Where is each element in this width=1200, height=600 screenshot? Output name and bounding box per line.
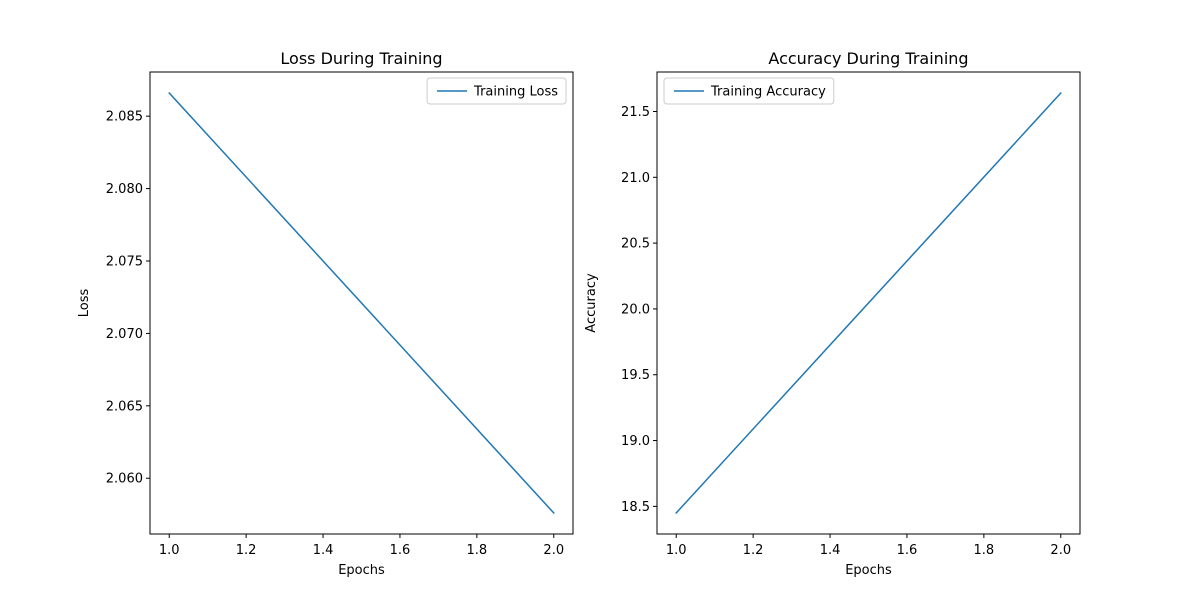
y-tick-label: 2.085 [106, 110, 143, 125]
axes-frame [149, 71, 574, 535]
x-tick-label: 1.6 [390, 543, 411, 558]
y-tick-label: 21.0 [621, 171, 650, 186]
y-axis-label: Loss [77, 289, 92, 318]
x-tick-label: 1.4 [313, 543, 334, 558]
series-line-1 [675, 92, 1062, 514]
x-axis-label: Epochs [845, 563, 892, 578]
y-tick-label: 2.065 [106, 399, 143, 414]
legend: Training Accuracy [663, 77, 835, 105]
x-axis: 1.0 1.2 1.4 1.6 1.8 2.0 Epochs [159, 534, 564, 578]
y-tick-label: 20.0 [621, 302, 650, 317]
y-tick-label: 18.5 [621, 500, 650, 515]
x-tick-label: 1.0 [159, 543, 180, 558]
x-axis: 1.0 1.2 1.4 1.6 1.8 2.0 Epochs [666, 534, 1071, 578]
y-tick-label: 19.0 [621, 434, 650, 449]
y-axis: 2.060 2.065 2.070 2.075 2.080 2.085 Loss [77, 110, 150, 487]
x-tick-label: 1.2 [236, 543, 257, 558]
x-tick-label: 2.0 [543, 543, 564, 558]
x-tick-label: 1.2 [743, 543, 764, 558]
chart-panel-2: Accuracy During Training 1.0 1.2 1.4 1.6 1.8 2… [584, 49, 1081, 578]
y-tick-label: 21.5 [621, 105, 650, 120]
legend-box [426, 77, 567, 105]
x-tick-label: 1.8 [974, 543, 995, 558]
y-tick-label: 19.5 [621, 368, 650, 383]
x-tick-label: 1.0 [666, 543, 687, 558]
x-axis-label: Epochs [338, 563, 385, 578]
series-line-1 [168, 91, 555, 515]
legend-box [663, 77, 835, 105]
legend-label: Training Accuracy [710, 85, 826, 100]
x-tick-label: 1.6 [897, 543, 918, 558]
y-axis-label: Accuracy [584, 273, 599, 333]
legend: Training Loss [426, 77, 567, 105]
x-tick-label: 2.0 [1050, 543, 1071, 558]
legend-label: Training Loss [473, 85, 558, 100]
x-tick-label: 1.8 [467, 543, 488, 558]
y-axis: 18.5 19.0 19.5 20.0 20.5 21.0 21.5 Accuracy [584, 105, 657, 515]
x-tick-label: 1.4 [820, 543, 841, 558]
y-tick-label: 20.5 [621, 237, 650, 252]
y-tick-label: 2.075 [106, 255, 143, 270]
axes-frame [656, 71, 1081, 535]
chart-title: Accuracy During Training [768, 49, 968, 68]
y-tick-label: 2.070 [106, 327, 143, 342]
y-tick-label: 2.080 [106, 182, 143, 197]
chart-title: Loss During Training [280, 49, 442, 68]
y-tick-label: 2.060 [106, 472, 143, 487]
chart-panel-1: Loss During Training 1.0 1.2 1.4 1.6 1.8 2.0 Ep… [77, 49, 574, 578]
